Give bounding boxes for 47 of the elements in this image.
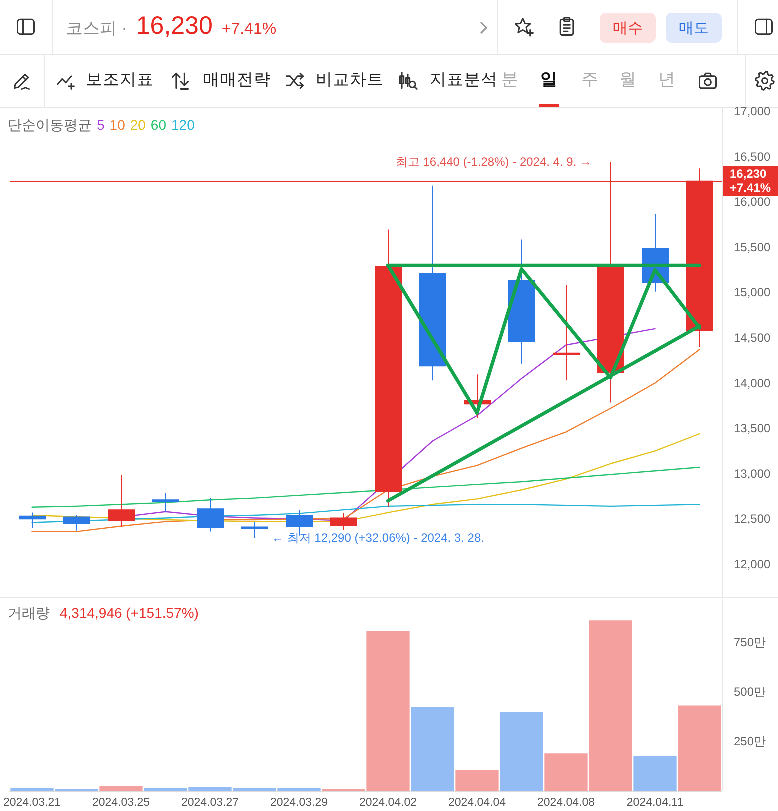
text: 60 [150, 117, 167, 133]
text: 월 [618, 70, 638, 90]
chart-title: 거래량 [8, 605, 50, 621]
text: 주 [580, 70, 600, 90]
text: 분 [502, 70, 518, 89]
text: 일 [540, 70, 558, 90]
y-tick-label: 13,500 [734, 422, 772, 436]
text: 5 [97, 117, 105, 133]
text: 보조지표 [86, 70, 154, 90]
x-tick-label: 2024.03.27 [181, 797, 240, 809]
text: 비교차트 [316, 70, 384, 90]
y-tick-label: 14,500 [734, 331, 772, 346]
chart-subtitle: 4,314,946 (+151.57%) [60, 605, 199, 621]
annotation: 최고 16,440 (-1.28%) - 2024. 4. 9. → [396, 155, 592, 169]
y-tick-label: 750만 [734, 636, 766, 650]
text: 16,230 [136, 12, 213, 41]
y-tick-label: 12,500 [734, 512, 772, 526]
y-tick-label: 500만 [734, 685, 766, 700]
x-tick-label: 2024.04.08 [537, 797, 596, 809]
y-tick-label: 17,000 [734, 104, 772, 119]
x-tick-label: 2024.03.21 [3, 797, 62, 809]
text: 지표분석 [430, 70, 498, 90]
x-tick-label: 2024.03.25 [92, 797, 150, 809]
legend-title: 단순이동평균 [8, 117, 92, 133]
x-tick-label: 2024.04.04 [448, 797, 507, 809]
text: 매매전략 [203, 70, 271, 90]
y-tick-label: 15,500 [734, 240, 772, 254]
text: 120 [172, 117, 196, 133]
y-tick-label: 14,000 [734, 376, 772, 390]
annotation: ← 최저 12,290 (+32.06%) - 2024. 3. 28. [272, 531, 484, 545]
y-tick-label: 16,000 [734, 195, 772, 210]
text: 코스피 · [66, 18, 128, 40]
x-tick-label: 2024.03.29 [270, 797, 328, 809]
y-tick-label: 16,500 [734, 150, 772, 164]
text: 20 [130, 117, 146, 133]
buy-button: 매수 [600, 13, 656, 43]
x-tick-label: 2024.04.02 [359, 797, 418, 809]
y-tick-label: 15,000 [734, 286, 772, 300]
text: 년 [658, 70, 676, 90]
y-tick-label: 250만 [734, 734, 766, 749]
y-tick-label: 13,000 [734, 466, 772, 481]
sell-button: 매도 [666, 13, 722, 43]
text: 10 [110, 117, 126, 133]
price-tag: 16,230 +7.41% [723, 166, 778, 196]
text: +7.41% [222, 21, 277, 39]
y-tick-label: 12,000 [734, 557, 772, 572]
x-tick-label: 2024.04.11 [626, 797, 684, 809]
